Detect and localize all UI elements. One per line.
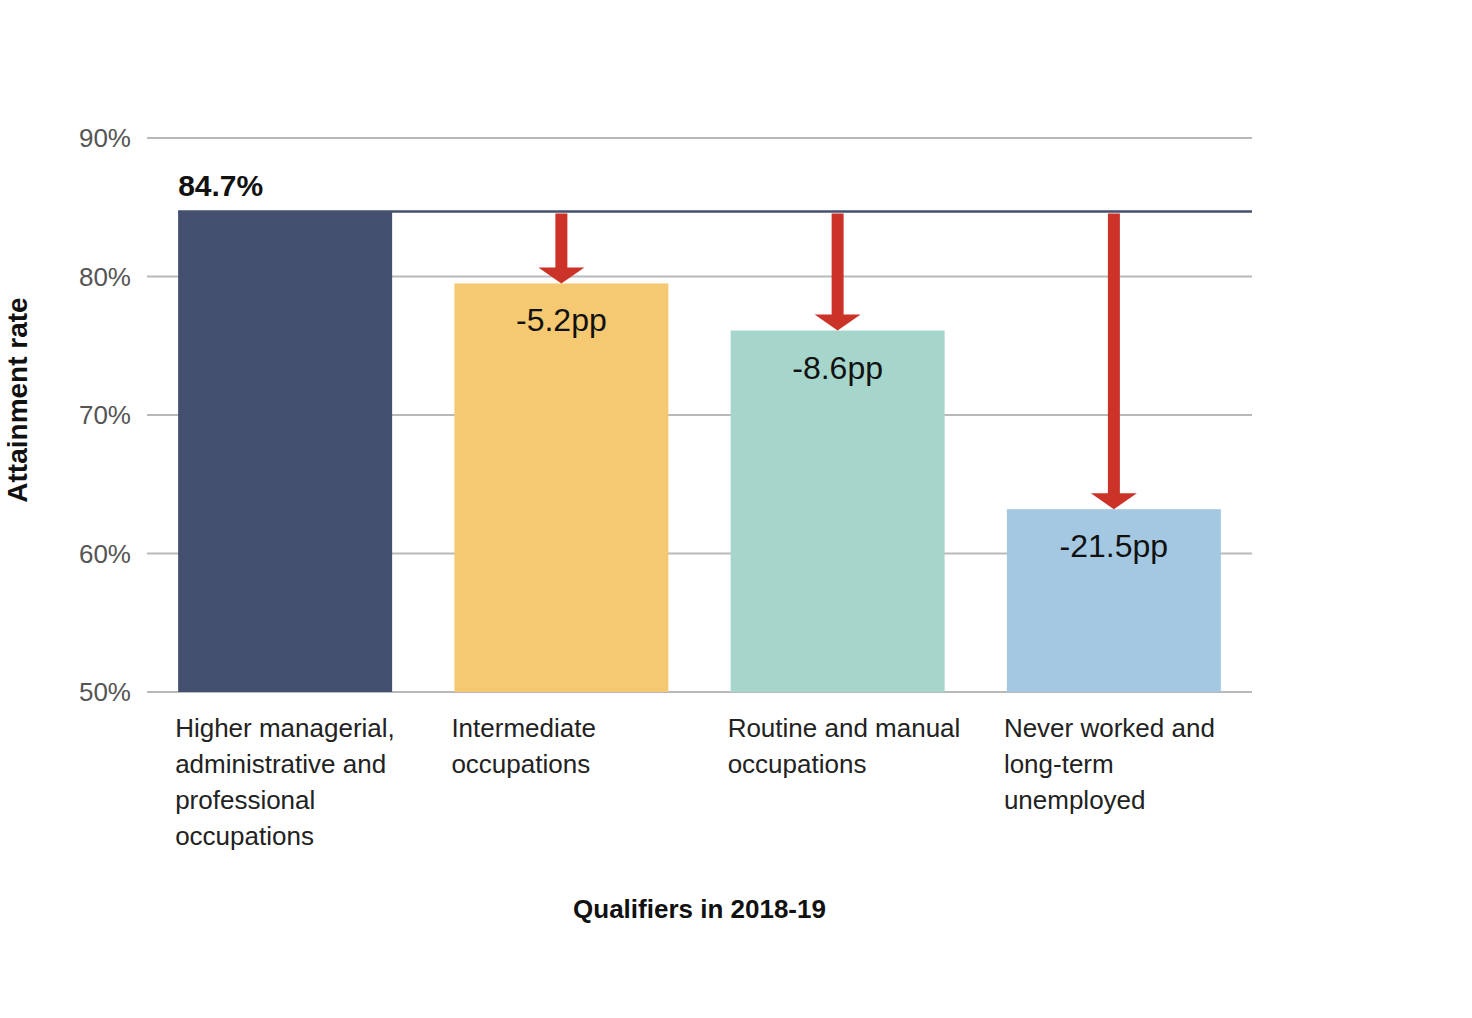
bar [454,283,668,692]
label-line: long-term [1004,749,1114,779]
label-line: Routine and manual [728,713,961,743]
difference-label: -21.5pp [1060,528,1169,564]
x-axis-title: Qualifiers in 2018-19 [573,894,826,924]
label-line: Intermediate [451,713,596,743]
x-tick-label: Routine and manual occupations [728,713,961,779]
y-axis-title: Attainment rate [2,297,33,502]
bar [731,331,945,692]
chart-root: 50% 60% 70% 80% 90% 84.7% -5.2pp -8.6pp -21.5pp H… [0,0,1472,1018]
label-line: professional [175,785,315,815]
reference-line [178,210,1252,213]
label-line: unemployed [1004,785,1146,815]
bar [178,211,392,692]
marks [178,211,1252,692]
label-line: occupations [728,749,867,779]
difference-label: -5.2pp [516,302,607,338]
label-line: administrative and [175,749,386,779]
chart: 50% 60% 70% 80% 90% 84.7% -5.2pp -8.6pp -21.5pp H… [0,0,1472,1018]
difference-arrow [538,213,584,283]
label-line: occupations [175,821,314,851]
y-tick-label: 60% [79,539,131,569]
reference-label: 84.7% [178,169,263,202]
difference-label: -8.6pp [792,350,883,386]
label-line: occupations [451,749,590,779]
y-tick-label: 80% [79,262,131,292]
x-tick-label: Higher managerial, administrative and prof… [175,713,395,851]
x-tick-label: Intermediate occupations [451,713,596,779]
grid-line [147,137,1252,139]
bar [1007,509,1221,692]
y-tick-label: 70% [79,400,131,430]
difference-arrow [1091,213,1137,509]
x-tick-label: Never worked and long-term unemployed [1004,713,1215,815]
label-line: Higher managerial, [175,713,395,743]
difference-arrow [815,213,861,330]
y-tick-label: 90% [79,123,131,153]
label-line: Never worked and [1004,713,1215,743]
y-tick-label: 50% [79,677,131,707]
